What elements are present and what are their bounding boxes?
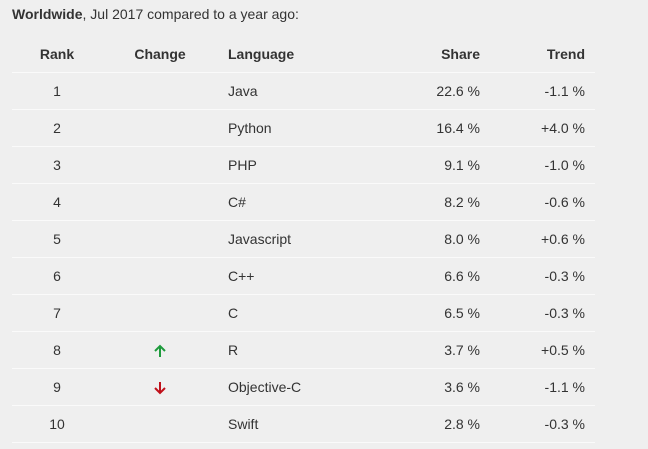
language: R [218,331,380,369]
change [102,220,218,258]
rank: 2 [12,109,102,147]
rank: 3 [12,146,102,184]
language: Javascript [218,220,380,258]
table-row: 3 PHP 9.1 % -1.0 % [12,146,595,184]
trend: -0.3 % [490,294,595,332]
language: Objective-C [218,368,380,406]
trend: +0.6 % [490,220,595,258]
table-body: 1 Java 22.6 % -1.1 % 2 Python 16.4 % +4.0 % 3 PHP… [12,72,595,443]
change [102,331,218,369]
trend: -0.6 % [490,183,595,221]
arrow-down [154,382,166,395]
col-header: Rank [12,36,102,73]
language: Swift [218,405,380,443]
trend: +4.0 % [490,109,595,147]
share: 2.8 % [380,405,490,443]
change [102,257,218,295]
change [102,146,218,184]
table-row: 10 Swift 2.8 % -0.3 % [12,405,595,443]
trend: -1.0 % [490,146,595,184]
change [102,405,218,443]
share: 8.2 % [380,183,490,221]
language: C# [218,183,380,221]
table-row: 8 R 3.7 % +0.5 % [12,331,595,369]
trend: +0.5 % [490,331,595,369]
table-row: 4 C# 8.2 % -0.6 % [12,183,595,221]
table-row: 6 C++ 6.6 % -0.3 % [12,257,595,295]
share: 8.0 % [380,220,490,258]
ranking-table: Rank Change Language Share Trend 1 Java 22… [12,36,595,443]
table-row: 9 Objective-C 3.6 % -1.1 % [12,368,595,406]
header-row: Rank Change Language Share Trend [12,36,595,73]
language: Java [218,72,380,110]
col-header: Language [218,36,380,73]
trend: -0.3 % [490,257,595,295]
language: C++ [218,257,380,295]
col-header: Trend [490,36,595,73]
table-row: 5 Javascript 8.0 % +0.6 % [12,220,595,258]
table-row: 7 C 6.5 % -0.3 % [12,294,595,332]
col-header: Change [102,36,218,73]
share: 22.6 % [380,72,490,110]
change [102,183,218,221]
table-row: 1 Java 22.6 % -1.1 % [12,72,595,110]
caption: , Jul 2017 compared to a year ago: [82,6,299,22]
arrow-up [154,344,166,358]
trend: -1.1 % [490,72,595,110]
trend: -0.3 % [490,405,595,443]
rank: 4 [12,183,102,221]
header: Worldwide, Jul 2017 compared to a year a… [12,6,299,22]
language: C [218,294,380,332]
rank: 7 [12,294,102,332]
rank: 9 [12,368,102,406]
table-row: 2 Python 16.4 % +4.0 % [12,109,595,147]
trend: -1.1 % [490,368,595,406]
share: 16.4 % [380,109,490,147]
language: Python [218,109,380,147]
share: 3.6 % [380,368,490,406]
rank: 10 [12,405,102,443]
change [102,109,218,147]
language: PHP [218,146,380,184]
rank: 1 [12,72,102,110]
rank: 6 [12,257,102,295]
change [102,368,218,406]
col-header: Share [380,36,490,73]
change [102,72,218,110]
rank: 8 [12,331,102,369]
share: 6.6 % [380,257,490,295]
rank: 5 [12,220,102,258]
share: 3.7 % [380,331,490,369]
share: 6.5 % [380,294,490,332]
change [102,294,218,332]
region: Worldwide [12,6,83,22]
share: 9.1 % [380,146,490,184]
